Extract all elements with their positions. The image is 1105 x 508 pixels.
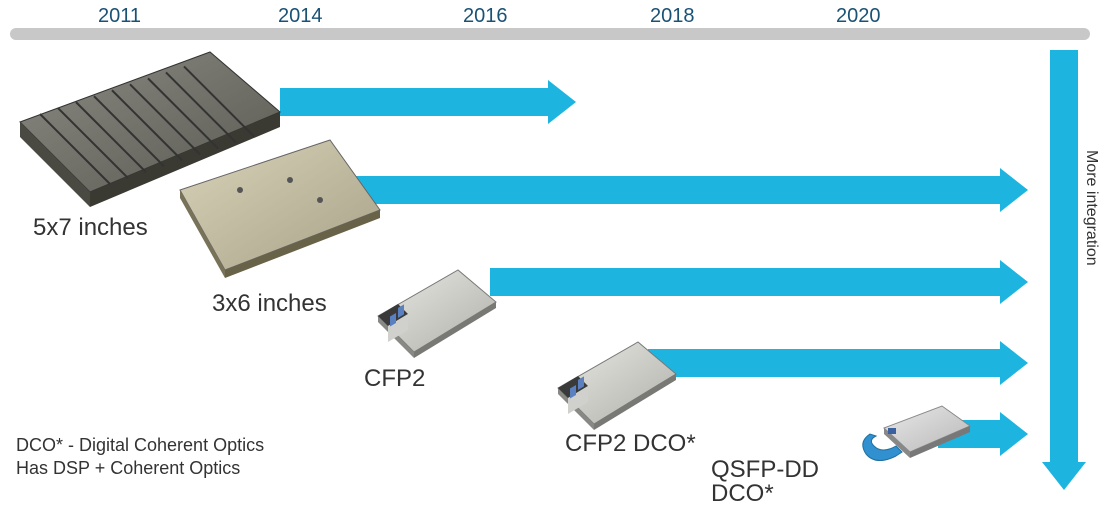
module-cfp2dco xyxy=(550,330,680,435)
label-3x6: 3x6 inches xyxy=(212,290,327,318)
footnote-line2: Has DSP + Coherent Optics xyxy=(16,457,264,480)
timeline-bar xyxy=(10,28,1090,40)
h-arrow-2 xyxy=(490,268,1000,296)
label-5x7: 5x7 inches xyxy=(33,214,148,242)
year-2014: 2014 xyxy=(278,5,323,28)
module-3x6 xyxy=(170,130,386,285)
year-2016: 2016 xyxy=(463,5,508,28)
h-arrow-1 xyxy=(340,176,1000,204)
year-2020: 2020 xyxy=(836,5,881,28)
label-dco: DCO* xyxy=(711,480,774,508)
module-qsfp xyxy=(852,398,982,473)
label-cfp2: CFP2 xyxy=(364,365,425,393)
h-arrow-3 xyxy=(648,349,1000,377)
footnote: DCO* - Digital Coherent Optics Has DSP +… xyxy=(16,434,264,481)
footnote-line1: DCO* - Digital Coherent Optics xyxy=(16,434,264,457)
label-cfp2dco: CFP2 DCO* xyxy=(565,430,696,458)
year-2011: 2011 xyxy=(98,5,141,28)
module-cfp2 xyxy=(370,258,500,363)
year-2018: 2018 xyxy=(650,5,695,28)
more-integration-arrow xyxy=(1050,50,1078,462)
more-integration-label: More integration xyxy=(1082,150,1100,266)
h-arrow-0 xyxy=(280,88,548,116)
